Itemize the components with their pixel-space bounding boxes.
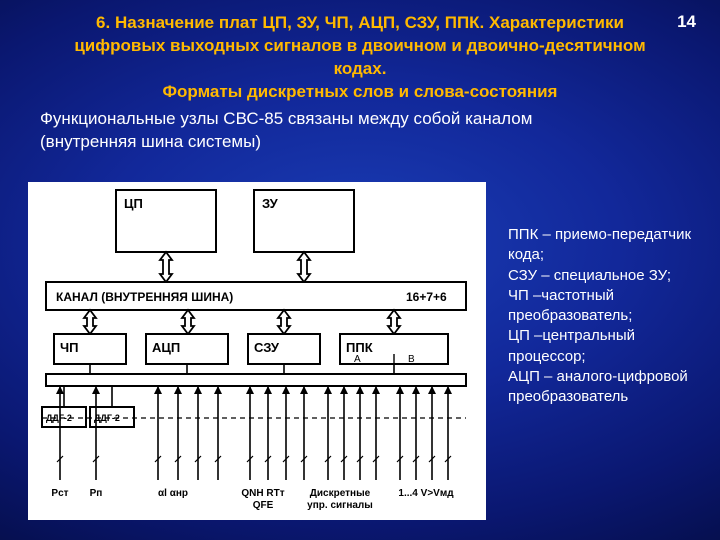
svg-text:упр. сигналы: упр. сигналы (307, 500, 373, 511)
svg-text:1...4 V>Vмд: 1...4 V>Vмд (398, 488, 454, 499)
block-diagram: ЦП ЗУ КАНАЛ (ВНУТРЕННЯЯ ШИНА) 16+7+6 ЧП АЦП СЗ… (28, 182, 486, 520)
legend: ППК – приемо-передатчик кода;СЗУ – специ… (508, 225, 703, 407)
svg-text:ЧП: ЧП (60, 340, 78, 355)
svg-text:АЦП: АЦП (152, 340, 180, 355)
svg-text:В: В (408, 354, 415, 365)
slide-heading: 6. Назначение плат ЦП, ЗУ, ЧП, АЦП, СЗУ,… (0, 0, 720, 104)
svg-text:ЦП: ЦП (124, 196, 143, 211)
svg-text:ППК: ППК (346, 340, 373, 355)
svg-text:СЗУ: СЗУ (254, 340, 280, 355)
svg-text:ЗУ: ЗУ (262, 196, 279, 211)
svg-text:КАНАЛ (ВНУТРЕННЯЯ ШИНА): КАНАЛ (ВНУТРЕННЯЯ ШИНА) (56, 290, 233, 304)
svg-text:Дискретные: Дискретные (310, 488, 371, 499)
svg-text:А: А (354, 354, 361, 365)
svg-text:ДДГ-2: ДДГ-2 (46, 413, 72, 423)
svg-text:Рст: Рст (51, 488, 68, 499)
page-number: 14 (677, 12, 696, 32)
svg-text:QNH RTт: QNH RTт (241, 488, 284, 499)
svg-text:QFE: QFE (253, 500, 274, 511)
slide-subtitle: Функциональные узлы СВС-85 связаны между… (0, 104, 720, 154)
svg-text:Рп: Рп (90, 488, 103, 499)
svg-text:αl αнр: αl αнр (158, 488, 188, 499)
svg-text:16+7+6: 16+7+6 (406, 290, 447, 304)
